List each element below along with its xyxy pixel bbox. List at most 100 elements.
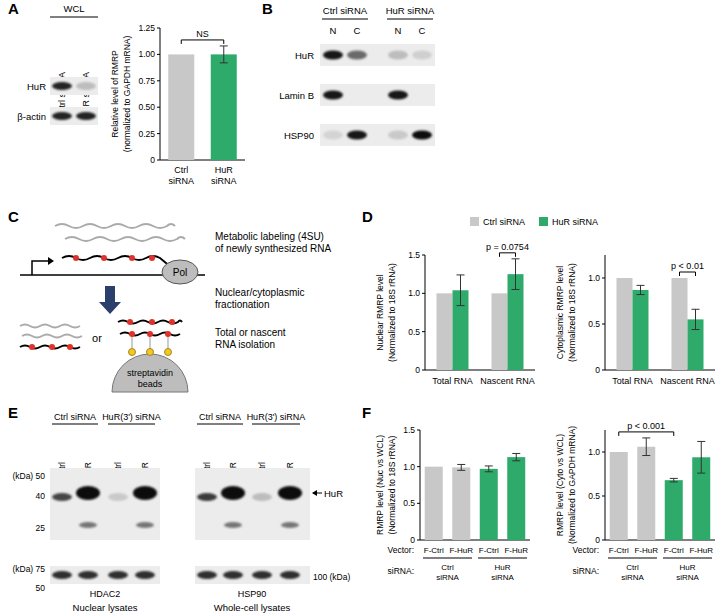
label-line: siRNA <box>491 573 514 582</box>
y-tick <box>417 540 420 541</box>
label: (kDa) 75 <box>12 564 45 574</box>
y-tick <box>602 540 605 541</box>
blot-band <box>52 571 72 579</box>
label: WCL <box>63 3 84 14</box>
y-tick-label: 0 <box>415 365 420 375</box>
group-line <box>608 558 657 559</box>
label: Whole-cell lysates <box>214 602 291 613</box>
label-line: HuR <box>494 563 510 572</box>
y-tick <box>417 503 420 504</box>
bar <box>665 480 683 540</box>
panel-letter: C <box>8 208 19 225</box>
group-line <box>50 17 98 18</box>
panel-letter: A <box>8 0 19 17</box>
label: HuR <box>27 81 46 92</box>
blot-band <box>108 493 128 501</box>
biotin <box>147 349 154 356</box>
row-label: siRNA: <box>388 566 414 576</box>
blot-membrane <box>320 84 435 106</box>
label-4su <box>73 255 79 261</box>
label-4su <box>149 319 155 325</box>
error-bar <box>457 464 465 470</box>
blot-membrane <box>50 566 160 584</box>
x-tick-label: F-Ctrl <box>479 546 499 555</box>
significance-bracket <box>500 253 516 257</box>
bar <box>168 54 194 160</box>
y-tick-label: 0.5 <box>403 498 415 508</box>
blot-band <box>108 571 128 579</box>
blot-band <box>76 82 96 90</box>
x-tick-label: F-HuR <box>449 546 473 555</box>
group-line <box>387 19 433 20</box>
label: 100 (kDa) <box>313 572 350 582</box>
nascent-rna <box>62 256 172 268</box>
blot-band <box>76 486 100 500</box>
panel-letter: E <box>8 404 18 421</box>
label: beads <box>138 379 163 389</box>
label: HSP90 <box>238 589 267 599</box>
y-tick-label: 1.5 <box>403 425 415 435</box>
x-tick-label: F-HuR <box>689 546 713 555</box>
bar <box>610 452 628 540</box>
label: N <box>395 25 402 36</box>
label: HuR <box>324 488 343 499</box>
group-label: CtrlsiRNA <box>621 563 644 582</box>
panel-letter: D <box>362 208 373 225</box>
error-bar <box>642 438 650 456</box>
blot-band <box>52 493 72 501</box>
label: (kDa) 50 <box>12 471 45 481</box>
y-tick-label: 0 <box>595 535 600 545</box>
blot-band <box>133 486 157 500</box>
y-tick <box>422 370 425 371</box>
group-line <box>478 558 527 559</box>
biotin <box>165 349 172 356</box>
label-4su <box>129 331 135 337</box>
label: 40 <box>36 491 46 501</box>
group-label: HuRsiRNA <box>676 563 699 582</box>
blot-membrane <box>50 107 98 125</box>
error-bar <box>670 478 678 482</box>
y-tick <box>602 278 605 279</box>
blot-band <box>252 571 272 579</box>
y-axis <box>605 430 606 540</box>
blot-band <box>76 112 96 120</box>
group-line <box>108 424 155 425</box>
blot-membrane <box>50 77 98 95</box>
plot-area <box>168 46 237 160</box>
y-tick <box>157 133 160 134</box>
label-4su <box>165 331 171 337</box>
x-tick-label: Nascent RNA <box>480 376 535 386</box>
blot-band <box>281 522 299 528</box>
old-rna <box>65 237 185 241</box>
legend-swatch <box>539 217 548 226</box>
label: HuR <box>295 50 314 61</box>
error-bar <box>512 453 520 460</box>
label-line: siRNA <box>436 573 459 582</box>
label: C <box>354 25 361 36</box>
promoter-arrow <box>32 261 48 275</box>
y-tick-label: 1.0 <box>408 288 420 298</box>
blot-band <box>252 493 272 501</box>
blot-band <box>197 571 217 579</box>
y-tick <box>602 496 605 497</box>
bar <box>437 293 453 370</box>
y-tick-label: 0 <box>595 365 600 375</box>
y-tick-label: 1.00 <box>138 49 155 59</box>
blot-band <box>136 522 154 528</box>
x-tick-label: Total RNA <box>432 376 473 386</box>
y-axis-label: (Normalized to GAPDH mRNA) <box>567 426 577 544</box>
label-line: Ctrl <box>174 165 188 175</box>
x-tick-label: CtrlsiRNA <box>168 165 194 186</box>
y-tick <box>157 107 160 108</box>
label: or <box>92 332 102 344</box>
blot-band <box>412 51 432 60</box>
bar <box>507 457 525 540</box>
label-4su <box>147 331 153 337</box>
annotation: p < 0.001 <box>627 421 665 431</box>
y-tick-label: 0.50 <box>138 102 155 112</box>
y-axis-label: (Normalized to 18S rRNA) <box>387 263 397 362</box>
y-axis-label: (Normalized to 18S rRNA) <box>387 435 397 534</box>
error-bar <box>220 46 228 63</box>
y-axis-label: Cytoplasmic RMRP level <box>555 266 565 359</box>
blot-membrane <box>320 124 435 146</box>
